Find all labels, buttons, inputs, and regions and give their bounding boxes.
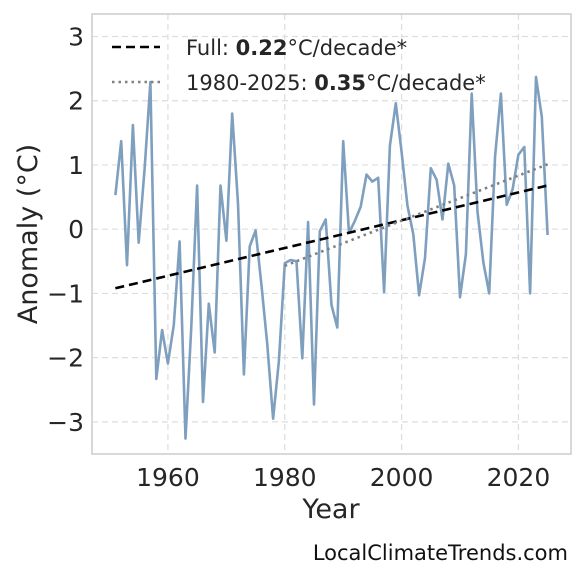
x-tick-label: 2000	[370, 463, 434, 492]
y-tick-label: 2	[68, 87, 84, 116]
y-tick-label: 3	[68, 22, 84, 51]
legend-recent-suffix: °C/decade*	[366, 71, 486, 95]
legend: Full: 0.22°C/decade* 1980-2025: 0.35°C/d…	[112, 36, 486, 95]
legend-full-prefix: Full:	[186, 36, 236, 60]
legend-full-suffix: °C/decade*	[288, 36, 408, 60]
legend-recent-prefix: 1980-2025:	[186, 71, 314, 95]
x-tick-label: 1960	[136, 463, 200, 492]
y-axis-label: Anomaly (°C)	[13, 144, 44, 324]
plot-frame	[91, 13, 572, 455]
trend-layer	[115, 163, 549, 290]
legend-label-recent: 1980-2025: 0.35°C/decade*	[186, 71, 486, 95]
series-layer	[114, 75, 549, 440]
x-tick-label: 1980	[253, 463, 317, 492]
y-tick-label: 0	[68, 215, 84, 244]
grid	[92, 14, 571, 454]
x-tick-label: 2020	[487, 463, 551, 492]
y-tick-label: −3	[47, 408, 84, 437]
legend-full-value: 0.22	[236, 36, 288, 60]
x-axis-label: Year	[301, 494, 360, 525]
credit-text: LocalClimateTrends.com	[313, 541, 568, 565]
trend-line-recent	[284, 163, 549, 268]
legend-label-full: Full: 0.22°C/decade*	[186, 36, 407, 60]
y-tick-label: −1	[47, 279, 84, 308]
y-tick-label: −2	[47, 344, 84, 373]
legend-recent-value: 0.35	[314, 71, 366, 95]
axis-ticks: 1960 1980 2000 2020 3 2 1 0 −1 −2 −3	[47, 22, 550, 492]
trend-line-full	[115, 184, 548, 290]
y-tick-label: 1	[68, 151, 84, 180]
anomaly-series-line	[114, 75, 549, 440]
